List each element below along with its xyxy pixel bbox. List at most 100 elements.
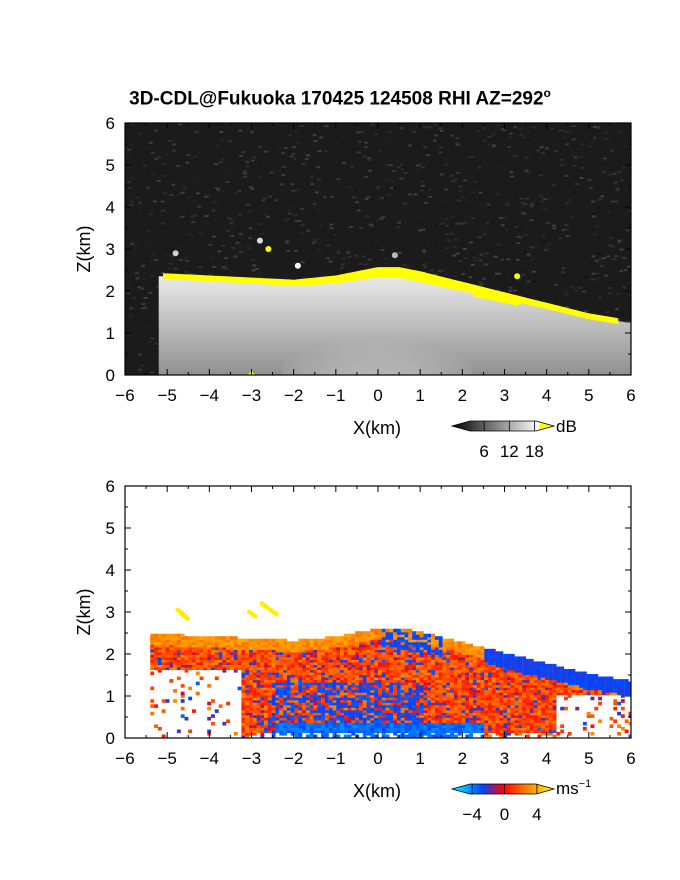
velocity-pixel [408, 729, 413, 734]
velocity-pixel [351, 676, 356, 681]
noise-speck [333, 233, 338, 236]
velocity-pixel [393, 628, 398, 633]
noise-speck [290, 201, 295, 204]
velocity-pixel [442, 726, 447, 731]
velocity-pixel [472, 669, 477, 673]
velocity-pixel [256, 716, 261, 721]
velocity-pixel [446, 709, 451, 713]
velocity-pixel [207, 666, 212, 671]
velocity-pixel [495, 671, 500, 676]
velocity-pixel [173, 643, 177, 648]
noise-speck [509, 171, 514, 174]
velocity-pixel [541, 711, 546, 716]
noise-speck [295, 188, 300, 191]
noise-speck [605, 311, 610, 313]
velocity-pixel [431, 663, 435, 668]
velocity-pixel [298, 648, 303, 653]
velocity-pixel [499, 694, 504, 698]
velocity-pixel [488, 734, 492, 738]
velocity-pixel [347, 684, 352, 688]
velocity-pixel [461, 658, 466, 663]
velocity-pixel [370, 661, 375, 665]
velocity-pixel [434, 701, 439, 706]
velocity-pixel [393, 679, 398, 683]
velocity-pixel [214, 658, 219, 663]
velocity-pixel [541, 704, 546, 708]
velocity-pixel [355, 669, 360, 673]
velocity-pixel [313, 719, 318, 723]
noise-speck [173, 267, 178, 270]
velocity-pixel [343, 691, 348, 696]
velocity-pixel [389, 671, 394, 676]
noise-speck [141, 264, 145, 267]
velocity-pixel [404, 684, 409, 688]
velocity-pixel [548, 694, 553, 698]
noise-speck [299, 125, 304, 127]
velocity-pixel [461, 686, 466, 691]
velocity-pixel [412, 661, 417, 665]
velocity-pixel [283, 674, 287, 678]
noise-speck [482, 277, 487, 280]
noise-speck [370, 224, 374, 227]
velocity-pixel [180, 656, 185, 660]
velocity-pixel [545, 704, 549, 708]
noise-speck [531, 270, 536, 273]
velocity-pixel [366, 646, 371, 650]
velocity-pixel [359, 646, 363, 650]
velocity-pixel [203, 666, 208, 671]
noise-speck [517, 188, 522, 191]
noise-speck [517, 128, 522, 131]
velocity-pixel [537, 716, 542, 721]
velocity-pixel [362, 666, 367, 671]
noise-speck [569, 286, 574, 288]
velocity-pixel [465, 689, 470, 693]
velocity-pixel [533, 679, 538, 683]
velocity-pixel [423, 674, 428, 678]
velocity-pixel [533, 681, 538, 686]
velocity-pixel [556, 679, 561, 683]
velocity-pixel [260, 721, 265, 726]
velocity-pixel [453, 653, 458, 658]
velocity-pixel [385, 641, 390, 645]
velocity-pixel [260, 661, 265, 665]
velocity-pixel [442, 658, 447, 663]
velocity-pixel [393, 721, 398, 726]
velocity-pixel [472, 696, 477, 701]
velocity-pixel [264, 689, 268, 693]
velocity-pixel [491, 726, 496, 731]
noise-speck [620, 312, 625, 315]
noise-speck [291, 146, 296, 149]
velocity-pixel [298, 724, 303, 728]
velocity-pixel [332, 658, 337, 663]
velocity-pixel [484, 658, 489, 663]
velocity-pixel [328, 679, 333, 683]
noise-speck [431, 124, 436, 127]
velocity-pixel [400, 646, 405, 650]
velocity-pixel [157, 666, 162, 671]
velocity-pixel [499, 706, 504, 711]
velocity-pixel [332, 666, 337, 671]
velocity-pixel [385, 711, 390, 716]
velocity-pixel [347, 696, 352, 701]
velocity-pixel [305, 646, 310, 650]
velocity-pixel [518, 704, 523, 708]
velocity-pixel [294, 658, 299, 663]
noise-speck [126, 286, 131, 289]
noise-speck [607, 292, 612, 295]
velocity-pixel [507, 656, 511, 660]
velocity-pixel [267, 666, 272, 671]
velocity-pixel [192, 643, 196, 648]
noise-speck [300, 261, 305, 264]
velocity-pixel [484, 699, 489, 703]
velocity-pixel [370, 694, 375, 698]
noise-speck [433, 241, 438, 244]
velocity-pixel [218, 636, 223, 640]
velocity-pixel [393, 656, 398, 660]
velocity-pixel [256, 653, 261, 658]
velocity-pixel [260, 711, 265, 716]
velocity-pixel [256, 676, 261, 681]
velocity-pixel [302, 686, 306, 691]
velocity-pixel [290, 679, 295, 683]
velocity-pixel [355, 638, 360, 643]
velocity-pixel [472, 719, 477, 723]
